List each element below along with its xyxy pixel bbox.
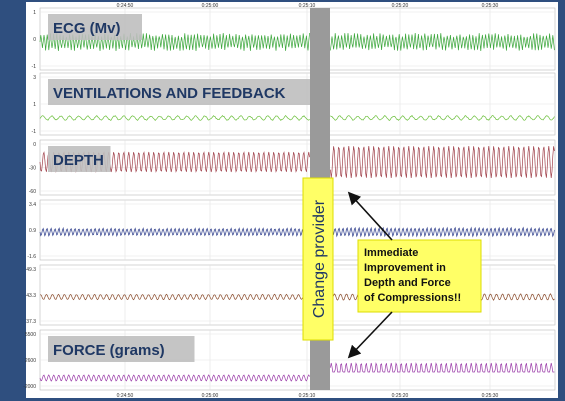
y-tick-label: 0 <box>33 37 36 43</box>
waveform <box>39 226 555 238</box>
y-tick-label: 0 <box>33 142 36 148</box>
y-tick-label: 3.4 <box>29 202 36 208</box>
time-tick-label: 0:25:20 <box>392 393 409 399</box>
waveform <box>39 362 555 382</box>
y-tick-label: -60 <box>29 189 36 195</box>
change-label: Change provider <box>311 199 328 318</box>
annotation-line: Improvement in <box>364 262 446 274</box>
panel-label: VENTILATIONS AND FEEDBACK <box>53 85 286 102</box>
time-tick-label: 0:24:50 <box>117 393 134 399</box>
y-tick-label: -30 <box>29 166 36 172</box>
annotation-box <box>357 239 482 313</box>
y-tick-label: 5500 <box>25 332 36 338</box>
y-tick-label: -2000 <box>23 384 36 390</box>
time-tick-label: 0:25:00 <box>202 393 219 399</box>
annotation-line: Immediate <box>364 247 418 259</box>
time-tick-label: 0:25:10 <box>299 3 316 9</box>
arrow <box>347 311 393 359</box>
label-box <box>48 14 142 40</box>
y-tick-label: 0.9 <box>29 228 36 234</box>
y-tick-label: 1 <box>33 102 36 108</box>
arrow <box>347 191 393 241</box>
y-tick-label: 2600 <box>25 358 36 364</box>
label-box <box>48 336 195 362</box>
y-tick-label: 37.3 <box>26 319 36 325</box>
annotation-line: Depth and Force <box>364 277 451 289</box>
time-tick-label: 0:25:30 <box>482 393 499 399</box>
y-tick-label: -1 <box>32 129 37 135</box>
label-box <box>48 146 111 172</box>
panel-label: FORCE (grams) <box>53 342 165 359</box>
annotation-line: of Compressions!! <box>364 292 461 304</box>
y-tick-label: 3 <box>33 75 36 81</box>
time-tick-label: 0:25:00 <box>202 3 219 9</box>
label-box <box>48 79 321 105</box>
waveform <box>39 114 555 121</box>
time-tick-label: 0:25:20 <box>392 3 409 9</box>
y-tick-label: 43.3 <box>26 293 36 299</box>
y-tick-label: -1 <box>32 64 37 70</box>
change-box <box>302 177 334 341</box>
time-tick-label: 0:24:50 <box>117 3 134 9</box>
y-tick-label: 49.3 <box>26 267 36 273</box>
time-tick-label: 0:25:30 <box>482 3 499 9</box>
time-tick-label: 0:25:10 <box>299 393 316 399</box>
y-tick-label: -1.6 <box>27 254 36 260</box>
panel-label: ECG (Mv) <box>53 20 121 37</box>
panel-label: DEPTH <box>53 152 104 169</box>
y-tick-label: 1 <box>33 10 36 16</box>
